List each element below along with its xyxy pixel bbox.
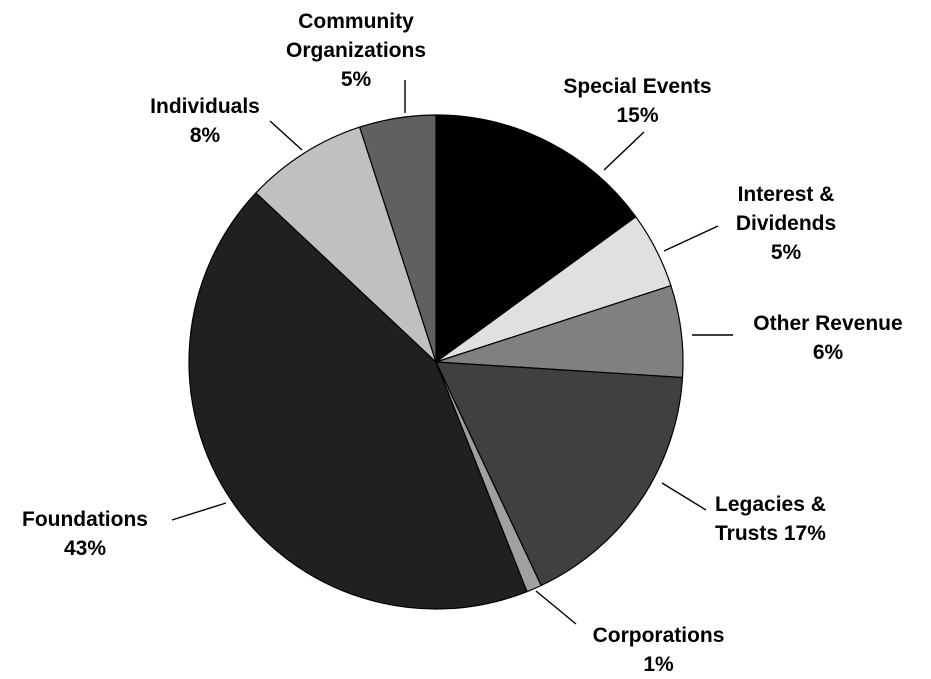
label-corporations: Corporations 1% (576, 621, 741, 679)
label-corporations-name: Corporations (592, 624, 725, 647)
label-interest-dividends-value: 5% (770, 241, 802, 264)
slice-foundations (188, 192, 528, 610)
label-foundations-value: 43% (63, 537, 107, 560)
label-community-orgs-name-2: Organizations (285, 39, 427, 62)
slice-special-events (435, 114, 637, 364)
label-special-events: Special Events 15% (550, 72, 725, 130)
label-community-orgs-value: 5% (340, 68, 372, 91)
label-other-revenue: Other Revenue 6% (738, 309, 918, 367)
leader-corporations (535, 590, 577, 625)
leader-legacies-trusts (661, 482, 707, 511)
leader-interest-dividends (663, 225, 719, 252)
leader-foundations (171, 502, 227, 521)
label-community-orgs: Community Organizations 5% (276, 7, 436, 94)
leader-special-events (603, 131, 645, 171)
label-individuals: Individuals 8% (135, 92, 275, 150)
slice-individuals (255, 126, 437, 363)
label-special-events-name: Special Events (563, 75, 712, 98)
label-foundations: Foundations 43% (10, 505, 160, 563)
label-foundations-name: Foundations (22, 508, 148, 531)
label-individuals-value: 8% (189, 124, 221, 147)
label-legacies-trusts: Legacies & Trusts 17% (715, 490, 855, 548)
slice-legacies-trusts (435, 361, 684, 587)
label-individuals-name: Individuals (150, 95, 260, 118)
label-special-events-value: 15% (616, 104, 659, 127)
label-community-orgs-name-1: Community (298, 10, 414, 33)
label-other-revenue-name: Other Revenue (753, 312, 903, 335)
label-interest-dividends: Interest & Dividends 5% (726, 180, 846, 267)
label-other-revenue-value: 6% (812, 341, 844, 364)
leader-lines (171, 80, 733, 625)
label-legacies-trusts-line-2: Trusts 17% (715, 522, 826, 545)
leader-individuals (269, 120, 303, 151)
label-interest-dividends-name-2: Dividends (735, 212, 837, 235)
slices-group (188, 114, 684, 610)
slice-community-organizations (358, 114, 437, 363)
label-interest-dividends-name-1: Interest & (737, 183, 835, 206)
label-legacies-trusts-line-1: Legacies & (715, 493, 826, 516)
label-corporations-value: 1% (643, 653, 674, 676)
